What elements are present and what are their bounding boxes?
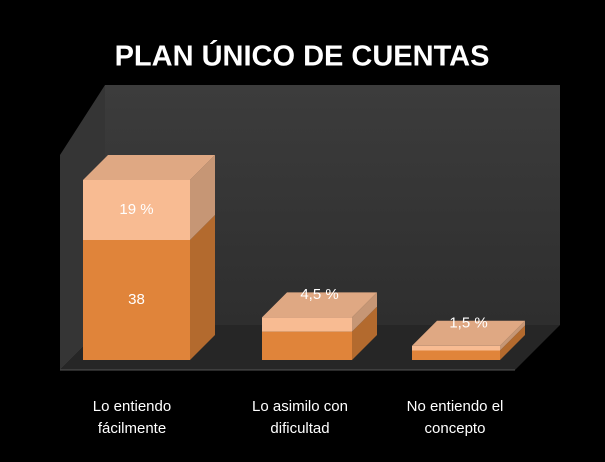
data-label: 4,5 % (300, 286, 338, 303)
bar-segment (412, 325, 525, 360)
bar-segment (83, 155, 215, 240)
bar-side (352, 292, 377, 332)
data-label: 1,5 % (449, 314, 487, 331)
bar-front (412, 345, 500, 351)
bar-top (83, 155, 215, 180)
bar-top (262, 292, 377, 318)
chart-title: PLAN ÚNICO DE CUENTAS (115, 39, 490, 73)
bar-segment (262, 306, 377, 360)
data-label: 19 % (119, 201, 153, 218)
bar-front (83, 240, 190, 360)
bar-side (500, 320, 525, 351)
bar-front (262, 317, 352, 332)
category-label: Lo entiendo fácilmente (92, 398, 172, 437)
bar-side (190, 155, 215, 240)
bar-top (412, 320, 525, 346)
bar-side (352, 306, 377, 360)
bar-front (262, 331, 352, 360)
back-wall (105, 85, 560, 325)
bar-side (500, 325, 525, 360)
data-label: 38 (128, 291, 145, 308)
bar-segment (262, 292, 377, 332)
bar-side (190, 215, 215, 360)
bar-segment (412, 320, 525, 351)
bar-front (412, 350, 500, 360)
bar-segment (83, 215, 215, 360)
category-label: No entiendo el concepto (406, 398, 504, 437)
bar-front (83, 180, 190, 240)
category-label: Lo asimilo con dificultad (252, 398, 348, 437)
